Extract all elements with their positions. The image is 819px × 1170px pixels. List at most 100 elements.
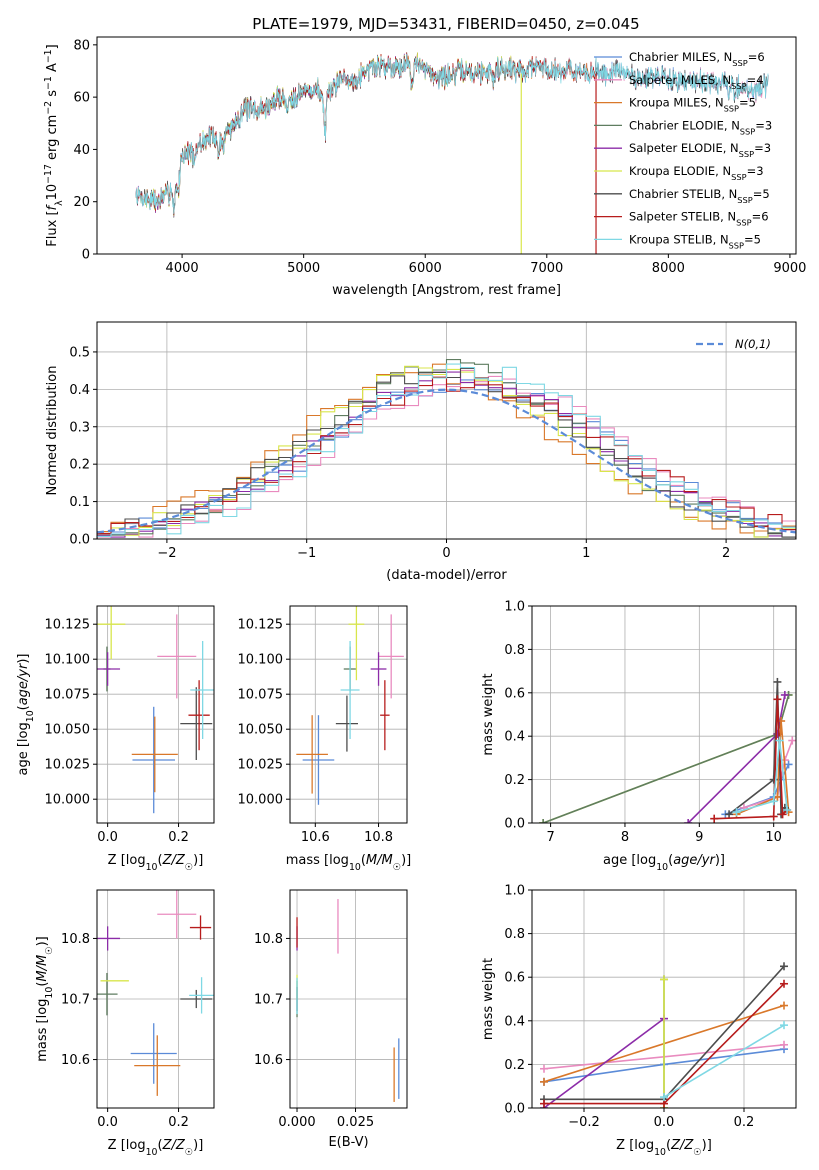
- errorbar-point-salpeter-miles: [157, 614, 197, 699]
- legend-label-kroupa-miles: Kroupa MILES, NSSP=5: [629, 96, 756, 114]
- y-tick-label: 0.5: [69, 345, 90, 360]
- errorbar-point-kroupa-elodie: [348, 606, 365, 681]
- y-tick-label: 1.0: [504, 884, 525, 899]
- y-tick-label: 10.8: [254, 932, 283, 947]
- y-tick-label: 0.4: [504, 730, 525, 745]
- errorbar-point-chabrier-miles: [132, 706, 175, 814]
- errorbar-point-chabrier-stelib: [180, 687, 213, 760]
- x-tick-label: 0.0: [97, 1115, 118, 1130]
- x-tick-label: 10: [765, 830, 782, 845]
- weight-series-kroupa-stelib: [660, 1021, 788, 1102]
- y-tick-label: 10.7: [61, 993, 90, 1008]
- x-tick-label: −0.2: [568, 1115, 600, 1130]
- y-tick-label: 80: [73, 38, 90, 53]
- y-tick-label: 10.050: [45, 723, 91, 738]
- errorbar-point-kroupa-stelib: [190, 641, 214, 739]
- grid-lines: [290, 890, 407, 1108]
- legend-label-salpeter-stelib: Salpeter STELIB, NSSP=6: [629, 210, 769, 228]
- x-tick-label: 0.000: [278, 1115, 315, 1130]
- plot-age_vs_mass: 10.6 10.8 10.000 10.025 10.050 10.075 10.100 10…: [238, 605, 412, 873]
- plot-area: [135, 52, 769, 254]
- y-tick-label: 10.000: [238, 793, 284, 808]
- y-tick-label: 0.6: [504, 971, 525, 986]
- weight-line: [687, 694, 786, 823]
- x-tick-label: 6000: [409, 261, 442, 276]
- plot-mass_weight_vs_age: 7 8 9 10 0.0 0.2 0.4 0.6 0.8 1.0 age [log10(age/yr…: [481, 600, 797, 873]
- errorbar-point-salpeter-stelib: [380, 680, 390, 751]
- errorbar-point-kroupa-elodie: [97, 606, 126, 660]
- y-tick-label: 20: [73, 195, 90, 210]
- plot-spectrum: 4000 5000 6000 7000 8000 9000 0 20 40 60 80 wavelen…: [43, 36, 806, 298]
- plot-area: [97, 359, 796, 539]
- y-tick-label: 0.6: [504, 686, 525, 701]
- y-tick-label: 10.025: [45, 758, 91, 773]
- plot-residuals: −2 −1 0 1 2 0.0 0.1 0.2 0.3 0.4 0.5 (data-model)/er…: [45, 321, 797, 583]
- x-tick-label: 0: [442, 546, 450, 561]
- plot-area: [97, 606, 214, 814]
- errorbar-point-chabrier-miles: [130, 1023, 177, 1084]
- y-tick-label: 0.8: [504, 927, 525, 942]
- x-tick-label: 7: [546, 830, 554, 845]
- axes-frame: [531, 605, 797, 824]
- y-axis-label: age [log10(age/yr)]: [16, 653, 36, 775]
- y-tick-label: 40: [73, 143, 90, 158]
- y-tick-label: 0.0: [504, 817, 525, 832]
- weight-series-kroupa-stelib: [732, 736, 792, 817]
- y-tick-label: 10.075: [45, 688, 91, 703]
- y-tick-label: 10.000: [45, 793, 91, 808]
- weight-series-salpeter-elodie: [540, 1014, 668, 1108]
- grid-lines: [532, 605, 796, 824]
- plot-mass_vs_EBV: 0.000 0.025 10.6 10.7 10.8 E(B-V): [254, 889, 408, 1150]
- y-tick-label: 0.4: [504, 1014, 525, 1029]
- axes-frame: [96, 321, 797, 540]
- x-tick-label: 0.2: [168, 830, 189, 845]
- errorbar-point-salpeter-elodie: [97, 926, 121, 951]
- errorbar-point-salpeter-stelib: [188, 680, 210, 751]
- gaussian-curve: [97, 388, 796, 534]
- errorbar-point-salpeter-elodie: [370, 652, 387, 686]
- axes-frame: [96, 605, 215, 824]
- plot-mass_vs_Z: 0.0 0.2 10.6 10.7 10.8 Z [log10(Z/Z☉)] mass [l…: [35, 889, 215, 1158]
- y-tick-label: 0.2: [504, 773, 525, 788]
- x-axis-label: Z [log10(Z/Z☉)]: [108, 1138, 204, 1158]
- legend-label-kroupa-stelib: Kroupa STELIB, NSSP=5: [629, 232, 761, 250]
- legend-label-chabrier-miles: Chabrier MILES, NSSP=6: [629, 50, 765, 68]
- errorbar-point-kroupa-stelib: [340, 641, 360, 739]
- x-tick-label: 0.0: [654, 1115, 675, 1130]
- y-tick-label: 0.3: [69, 420, 90, 435]
- x-tick-label: 2: [722, 546, 730, 561]
- y-tick-label: 0: [82, 248, 90, 263]
- histogram-kroupa-stelib: [97, 363, 796, 539]
- x-axis-label: mass [log10(M/M☉)]: [286, 853, 412, 873]
- axes-frame: [96, 36, 797, 255]
- errorbar-point-salpeter-miles: [157, 890, 197, 939]
- x-tick-label: 7000: [530, 261, 563, 276]
- spectrum-legend: Chabrier MILES, NSSP=6 Salpeter MILES, NS…: [594, 50, 772, 250]
- plot-area: [296, 606, 404, 805]
- errorbar-point-kroupa-miles: [296, 715, 328, 794]
- y-axis-label: mass [log10(M/M☉)]: [35, 936, 55, 1062]
- plot-area: [97, 890, 214, 1096]
- x-tick-label: 8: [621, 830, 629, 845]
- x-tick-label: 10.6: [301, 830, 330, 845]
- legend-label-chabrier-elodie: Chabrier ELODIE, NSSP=3: [629, 118, 772, 136]
- x-axis-label: (data-model)/error: [386, 568, 507, 583]
- x-tick-label: 4000: [166, 261, 199, 276]
- x-tick-label: 9: [695, 830, 703, 845]
- spectrum-line-kroupa-stelib: [135, 53, 769, 214]
- x-axis-label: age [log10(age/yr)]: [603, 853, 725, 873]
- errorbar-point-chabrier-stelib: [180, 989, 213, 1009]
- plot-area: [540, 962, 788, 1108]
- errorbar-point-kroupa-stelib: [189, 977, 214, 1014]
- y-tick-label: 10.100: [238, 653, 284, 668]
- axes-frame: [96, 889, 215, 1109]
- grid-lines: [290, 606, 407, 823]
- y-tick-label: 0.2: [69, 458, 90, 473]
- errorbar-point-chabrier-elodie: [97, 972, 118, 1016]
- y-tick-label: 10.6: [61, 1053, 90, 1068]
- weight-line: [543, 1017, 665, 1108]
- x-tick-label: 0.0: [97, 830, 118, 845]
- y-tick-label: 0.0: [504, 1102, 525, 1117]
- legend-label-salpeter-elodie: Salpeter ELODIE, NSSP=3: [629, 141, 771, 159]
